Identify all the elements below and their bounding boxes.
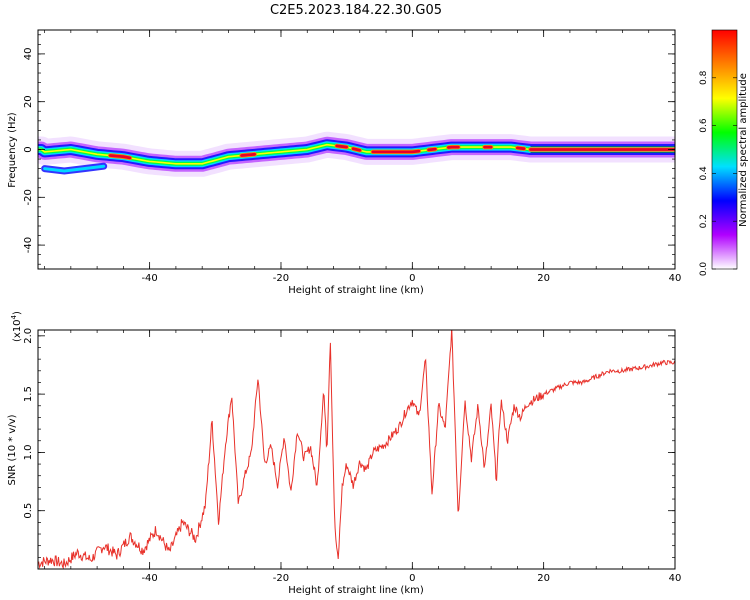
snr-frame [37, 329, 676, 570]
snr-ylabel: SNR (10 * v/v) [7, 414, 18, 485]
svg-text:(x104): (x104) [10, 311, 23, 342]
snr-exponent-power: 4 [10, 314, 18, 319]
spectrogram-peak-band [108, 154, 132, 160]
snr-series-line [38, 330, 675, 569]
y-tick-label: 1.0 [23, 444, 34, 460]
colorbar-frame [711, 29, 738, 270]
spectrogram-peak-band [371, 149, 421, 154]
snr-axes: -40 -20 0 20 40 2.0 1.5 1.0 0.5 [23, 328, 681, 584]
figure-title: C2E5.2023.184.22.30.G05 [270, 3, 442, 18]
y-tick-label: 40 [23, 48, 34, 61]
colorbar-tick-label: 0.8 [699, 70, 709, 85]
snr-xlabel: Height of straight line (km) [288, 585, 424, 596]
spectrogram-peak-band [427, 147, 437, 152]
x-tick-label: -20 [273, 573, 289, 584]
colorbar-tick-label: 0.0 [699, 262, 709, 277]
colorbar-tick-label: 0.2 [699, 214, 709, 228]
x-tick-label: 20 [537, 273, 550, 284]
x-tick-label: 40 [669, 273, 682, 284]
x-tick-label: 20 [537, 573, 550, 584]
spectrogram-branch-core [43, 164, 106, 173]
spectrogram-peak-band [335, 144, 348, 149]
y-tick-label: 0.5 [23, 503, 34, 519]
x-tick-label: -20 [273, 273, 289, 284]
spectrogram-peak-band [240, 152, 257, 157]
colorbar-tick-label: 0.6 [699, 118, 709, 133]
snr-panel: -40 -20 0 20 40 2.0 1.5 1.0 0.5 Height of straig… [7, 311, 681, 596]
spectrogram-heatmap [38, 131, 675, 177]
colorbar-gradient [712, 30, 737, 269]
x-tick-label: -40 [141, 573, 157, 584]
y-tick-label: 0 [23, 146, 34, 152]
y-tick-label: 2.0 [23, 328, 34, 344]
snr-exponent-base: (x10 [12, 319, 23, 342]
colorbar-tick-label: 0.4 [699, 166, 709, 181]
colorbar: 0.0 0.2 0.4 0.6 0.8 Normalized spectral ampl… [699, 29, 749, 276]
colorbar-label: Normalized spectral amplitude [738, 73, 749, 227]
x-tick-label: 0 [409, 573, 415, 584]
x-tick-label: 0 [409, 273, 415, 284]
spectrogram-panel: -40 -20 0 20 40 40 20 0 -20 -40 Height of straigh… [7, 29, 681, 296]
x-tick-label: 40 [669, 573, 682, 584]
snr-exponent-close: ) [12, 311, 23, 315]
y-tick-label: 1.5 [23, 386, 34, 402]
y-tick-label: 20 [23, 95, 34, 108]
colorbar-ticks: 0.0 0.2 0.4 0.6 0.8 [699, 70, 737, 276]
snr-exponent: (x104) [10, 311, 23, 342]
spectrogram-ylabel: Frequency (Hz) [7, 112, 18, 188]
x-tick-label: -40 [141, 273, 157, 284]
spectrogram-axes: -40 -20 0 20 40 40 20 0 -20 -40 [23, 30, 681, 284]
spectrogram-peak-band [516, 146, 526, 151]
y-tick-label: -20 [23, 189, 34, 205]
spectrogram-peak-band [351, 147, 362, 152]
spectrogram-xlabel: Height of straight line (km) [288, 285, 424, 296]
y-tick-label: -40 [23, 237, 34, 253]
